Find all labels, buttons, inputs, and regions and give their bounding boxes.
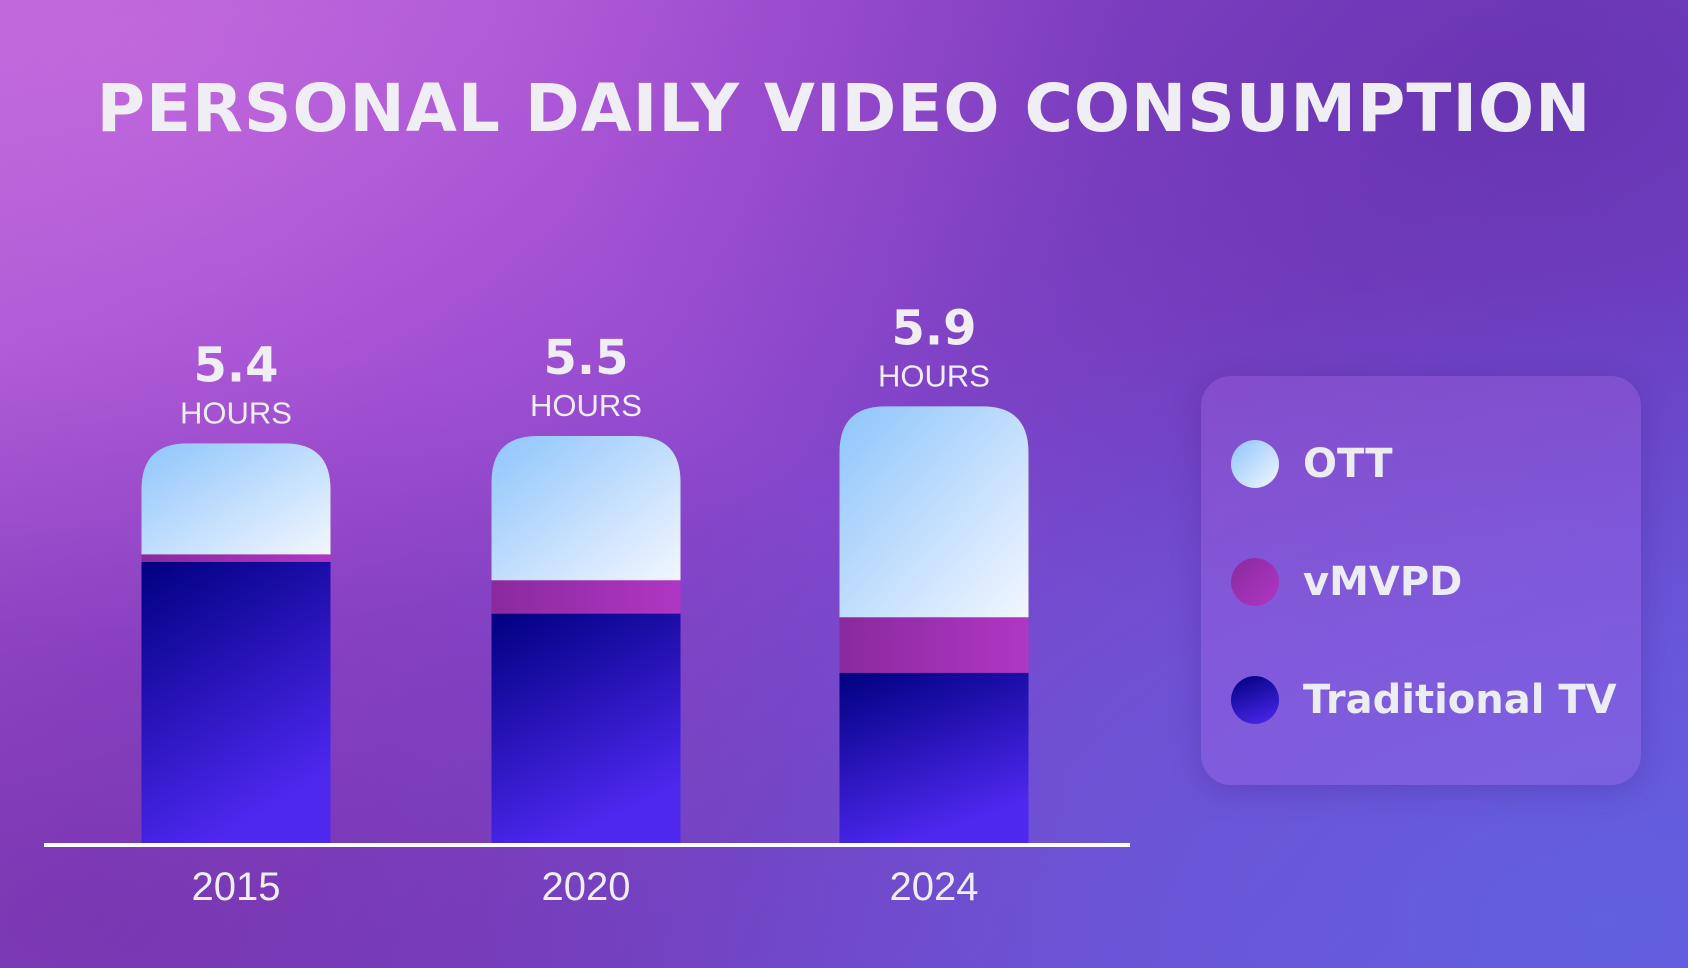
bar-tv-2024	[839, 672, 1029, 843]
legend-swatch-traditional-tv	[1231, 676, 1279, 724]
legend-label-vmvpd: vMVPD	[1303, 559, 1463, 605]
unit-label-2015: HOURS	[180, 395, 292, 430]
bar-vmvpd-2020	[491, 580, 681, 614]
legend-label-traditional-tv: Traditional TV	[1303, 677, 1617, 723]
unit-label-2020: HOURS	[530, 388, 642, 423]
legend-swatch-ott	[1231, 440, 1279, 488]
bar-tv-2015	[141, 561, 331, 843]
bar-ott-2020	[491, 436, 681, 581]
total-value-label-2024: 5.9	[891, 300, 976, 356]
legend-item-traditional-tv: Traditional TV	[1231, 676, 1617, 724]
legend: OTT vMVPD Traditional TV	[1201, 376, 1641, 785]
legend-swatch-vmvpd	[1231, 558, 1279, 606]
bar-vmvpd-2024	[839, 617, 1029, 673]
x-tick-label-2015: 2015	[192, 865, 281, 909]
total-value-label-2020: 5.5	[543, 330, 628, 386]
bar-ott-2015	[141, 443, 331, 555]
unit-label-2024: HOURS	[878, 358, 990, 393]
legend-item-vmvpd: vMVPD	[1231, 558, 1462, 606]
x-tick-label-2024: 2024	[890, 865, 979, 909]
total-value-label-2015: 5.4	[193, 337, 278, 393]
bar-tv-2020	[491, 613, 681, 843]
legend-label-ott: OTT	[1303, 441, 1393, 487]
chart-title: PERSONAL DAILY VIDEO CONSUMPTION	[96, 70, 1592, 147]
x-tick-label-2020: 2020	[542, 865, 631, 909]
bar-vmvpd-2015	[141, 554, 331, 562]
bar-ott-2024	[839, 406, 1029, 618]
legend-item-ott: OTT	[1231, 440, 1393, 488]
